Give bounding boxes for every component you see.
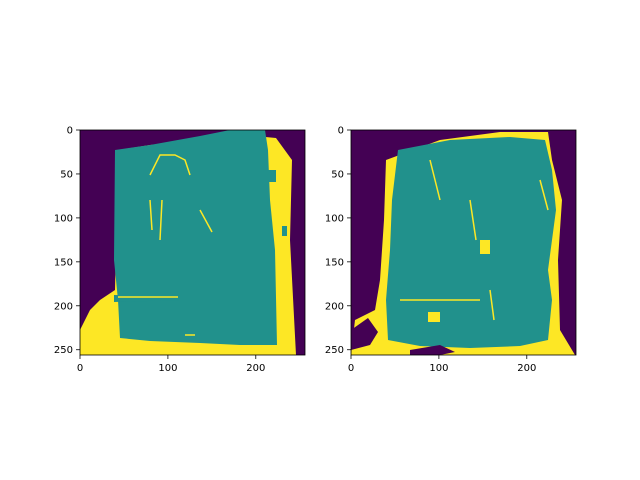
left-y-tick-label: 50 — [60, 169, 73, 180]
right-class-0-left-notch — [351, 318, 378, 350]
heatmap-right: 0 100 200 0 50 100 150 200 250 — [325, 126, 577, 375]
left-class-1-spot — [282, 226, 287, 236]
right-x-tick-label: 0 — [348, 363, 354, 374]
left-class-2-edge — [118, 154, 213, 336]
heatmap-left: 0 100 200 0 50 100 150 200 250 — [54, 126, 306, 375]
right-y-tick-label: 50 — [331, 169, 344, 180]
right-class-2-edge — [400, 159, 549, 321]
right-y-tick-label: 200 — [325, 301, 344, 312]
right-y-tick-label: 0 — [338, 126, 344, 137]
right-axes-frame — [350, 129, 577, 356]
right-class-0-bottom-notch — [410, 345, 455, 355]
left-ticks: 0 100 200 0 50 100 150 200 250 — [54, 126, 265, 375]
right-class-2-spot — [428, 312, 440, 322]
left-y-tick-label: 250 — [54, 345, 73, 356]
left-class-1-spot — [268, 170, 276, 182]
left-y-tick-label: 100 — [54, 213, 73, 224]
left-x-tick-label: 0 — [77, 363, 83, 374]
left-axes-frame — [79, 129, 306, 356]
left-x-tick-label: 200 — [246, 363, 265, 374]
heatmap-left-image — [80, 130, 305, 355]
left-x-tick-label: 100 — [158, 363, 177, 374]
right-y-tick-label: 150 — [325, 257, 344, 268]
right-x-tick-label: 200 — [517, 363, 536, 374]
right-y-tick-label: 250 — [325, 345, 344, 356]
left-y-tick-label: 150 — [54, 257, 73, 268]
left-y-tick-label: 200 — [54, 301, 73, 312]
right-class-1-region — [386, 137, 556, 348]
left-class-1-region — [114, 130, 277, 345]
heatmap-right-image — [351, 130, 576, 355]
right-y-tick-label: 100 — [325, 213, 344, 224]
right-ticks: 0 100 200 0 50 100 150 200 250 — [325, 126, 536, 375]
right-class-2-spot — [480, 240, 490, 254]
left-y-tick-label: 0 — [67, 126, 73, 137]
right-x-tick-label: 100 — [429, 363, 448, 374]
